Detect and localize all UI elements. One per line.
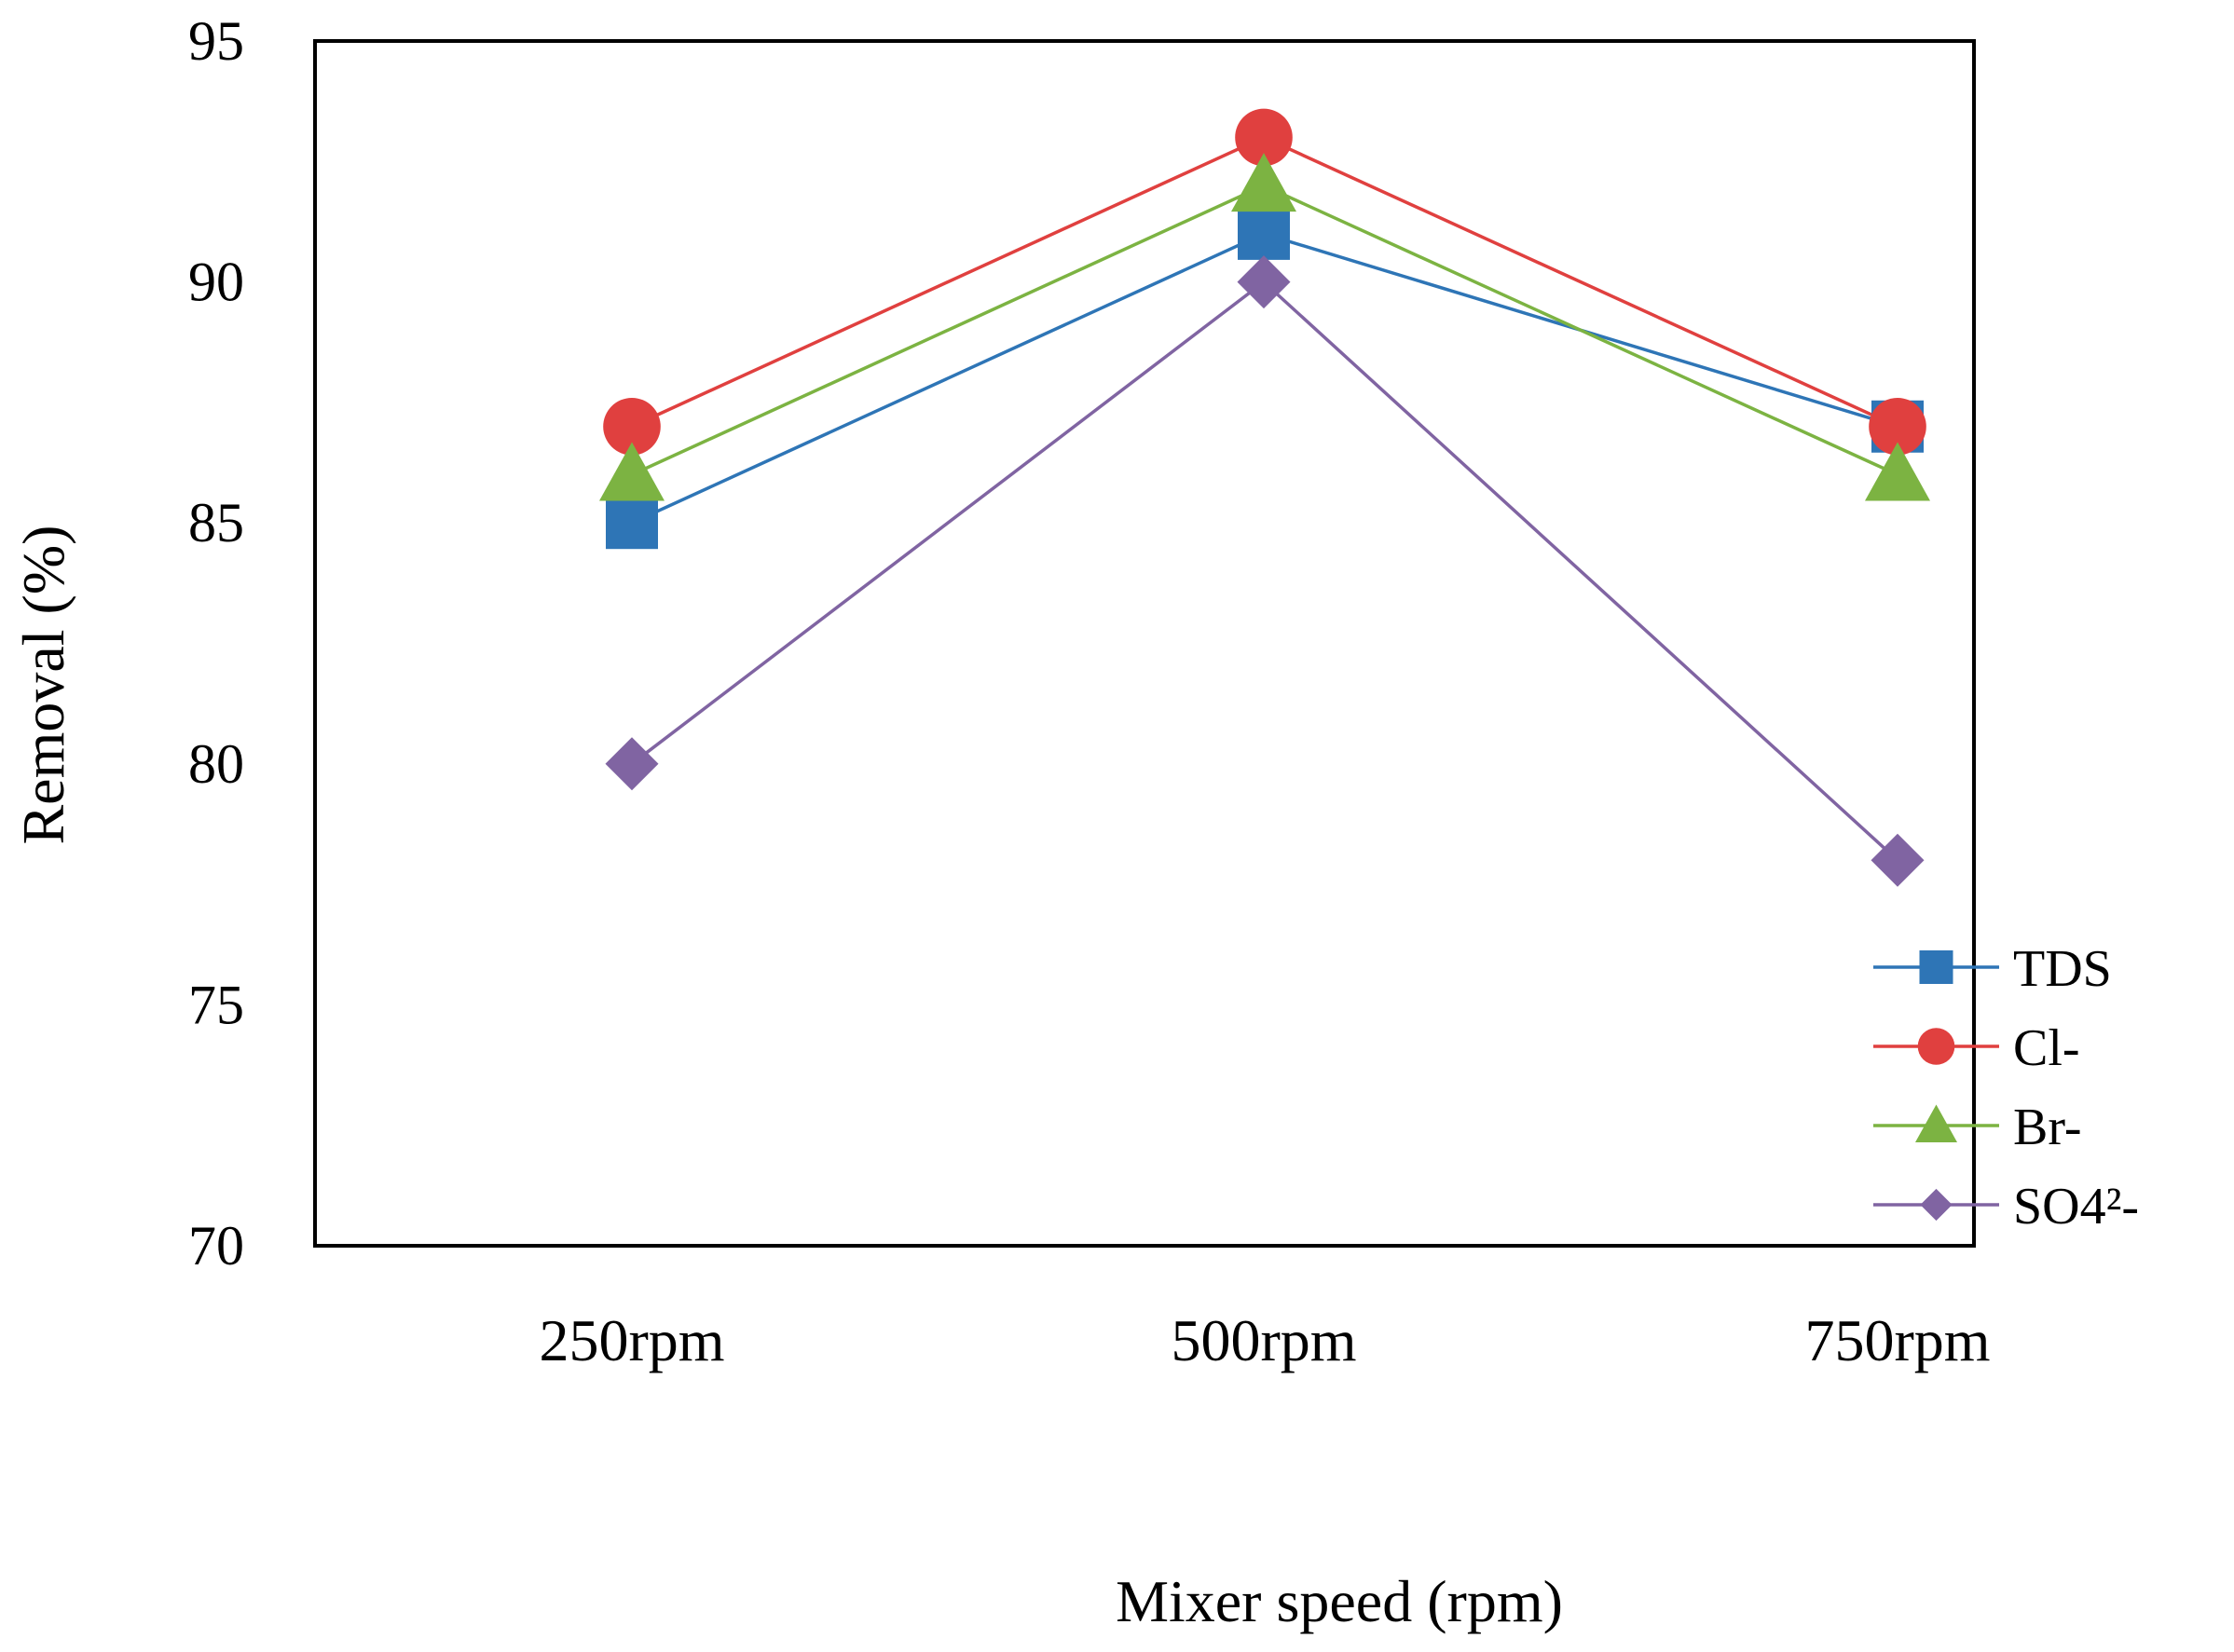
legend-item-br: Br-: [1873, 1099, 2082, 1156]
data-point-br: [1231, 153, 1296, 212]
data-point-so4: [1237, 255, 1291, 309]
legend-label: SO4²-: [2013, 1178, 2139, 1236]
y-tick-label: 85: [188, 492, 244, 553]
legend-label: Br-: [2013, 1099, 2082, 1156]
legend: TDS Cl- Br- SO4²-: [1873, 940, 2139, 1236]
data-point-so4: [1871, 833, 1925, 887]
data-point-br: [599, 442, 665, 501]
data-point-cl: [1869, 397, 1926, 456]
plot-area-frame: [313, 39, 1976, 1248]
legend-marker-icon: [1915, 1104, 1957, 1142]
y-axis-title: Removal (%): [10, 526, 76, 845]
legend-label: Cl-: [2013, 1019, 2080, 1077]
x-tick-label: 500rpm: [1171, 1307, 1356, 1373]
data-point-cl: [1235, 108, 1293, 167]
x-axis-ticks: 250rpm 500rpm 750rpm: [539, 1307, 1990, 1373]
legend-item-cl: Cl-: [1873, 1019, 2080, 1077]
data-point-so4: [605, 737, 659, 791]
legend-marker-icon: [1919, 950, 1953, 984]
legend-label: TDS: [2013, 940, 2112, 998]
y-tick-label: 95: [188, 10, 244, 72]
x-axis-title: Mixer speed (rpm): [1116, 1568, 1563, 1634]
x-tick-label: 750rpm: [1804, 1307, 1990, 1373]
data-point-cl: [603, 397, 661, 456]
x-tick-label: 250rpm: [539, 1307, 724, 1373]
y-axis-ticks: 70 75 80 85 90 95: [188, 10, 244, 1277]
y-tick-label: 90: [188, 252, 244, 313]
y-tick-label: 70: [188, 1215, 244, 1277]
data-point-br: [1865, 442, 1930, 501]
data-point-tds: [606, 497, 658, 550]
series-markers: [599, 108, 1930, 887]
y-tick-label: 75: [188, 974, 244, 1035]
legend-marker-icon: [1920, 1188, 1953, 1222]
y-tick-label: 80: [188, 733, 244, 795]
legend-item-so4: SO4²-: [1873, 1178, 2139, 1236]
legend-marker-icon: [1917, 1028, 1955, 1065]
legend-item-tds: TDS: [1873, 940, 2112, 998]
data-point-tds: [1238, 207, 1290, 260]
